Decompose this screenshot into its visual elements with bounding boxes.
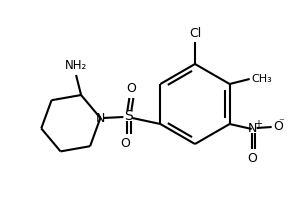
Text: NH₂: NH₂	[65, 59, 87, 72]
Text: O: O	[274, 120, 284, 132]
Text: N: N	[96, 112, 105, 124]
Text: O: O	[120, 137, 130, 150]
Text: N: N	[248, 123, 257, 135]
Text: CH₃: CH₃	[252, 74, 272, 84]
Text: +: +	[254, 119, 262, 129]
Text: Cl: Cl	[189, 27, 201, 40]
Text: ⁻: ⁻	[279, 117, 285, 127]
Text: O: O	[126, 82, 136, 95]
Text: O: O	[248, 152, 258, 165]
Text: S: S	[124, 109, 133, 123]
